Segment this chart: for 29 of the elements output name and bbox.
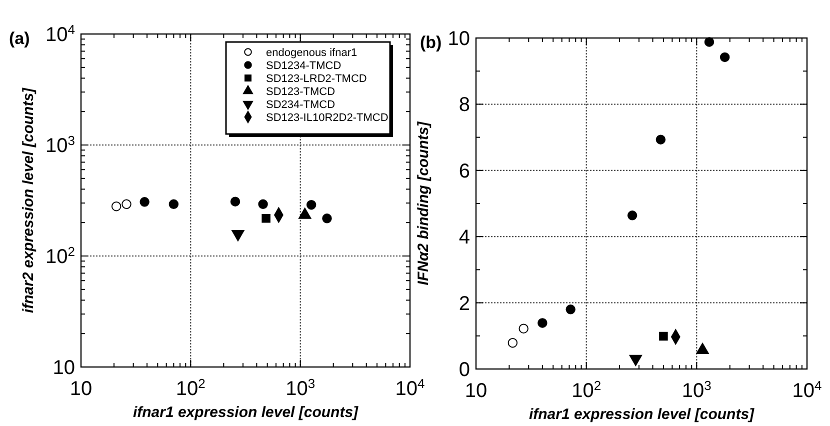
- x-tick-label: 10$^{3}$: [286, 376, 316, 400]
- y-tick-label: 2: [458, 292, 470, 315]
- x-axis-title: ifnar1 expression level [counts]: [132, 404, 360, 421]
- legend-label: SD1234-TMCD: [266, 60, 342, 72]
- y-tick-label: 10$^{3}$: [46, 132, 75, 157]
- legend-label: SD234-TMCD: [266, 99, 336, 111]
- x-tick-label: 10: [70, 378, 92, 400]
- y-tick-label: 10: [52, 357, 75, 379]
- y-axis-title: IFNα2 binding [counts]: [415, 120, 432, 286]
- x-axis-title: ifnar1 expression level [counts]: [528, 406, 756, 423]
- chart-title: (a): [9, 29, 30, 48]
- y-tick-label: 10$^{4}$: [46, 22, 75, 46]
- y-tick-label: 8: [458, 94, 470, 116]
- y-tick-label: 10: [448, 28, 470, 50]
- y-tick-label: 0: [458, 359, 470, 381]
- legend-label: SD123-TMCD: [266, 86, 336, 98]
- x-tick-label: 10$^{2}$: [572, 378, 602, 402]
- x-tick-label: 10$^{3}$: [682, 378, 712, 402]
- y-tick-label: 4: [458, 226, 470, 249]
- y-axis-title: ifnar2 expression level [counts]: [20, 86, 37, 314]
- y-tick-label: 6: [458, 160, 470, 182]
- y-tick-label: 10$^{2}$: [46, 244, 75, 268]
- x-tick-label: 10$^{4}$: [792, 378, 822, 402]
- legend-label: SD123-IL10R2D2-TMCD: [266, 112, 388, 124]
- legend-label: endogenous ifnar1: [266, 47, 358, 59]
- x-tick-label: 10$^{2}$: [176, 376, 206, 400]
- legend-label: SD123-LRD2-TMCD: [266, 73, 367, 85]
- chart-title: (b): [420, 33, 442, 52]
- x-tick-label: 10$^{4}$: [395, 376, 425, 400]
